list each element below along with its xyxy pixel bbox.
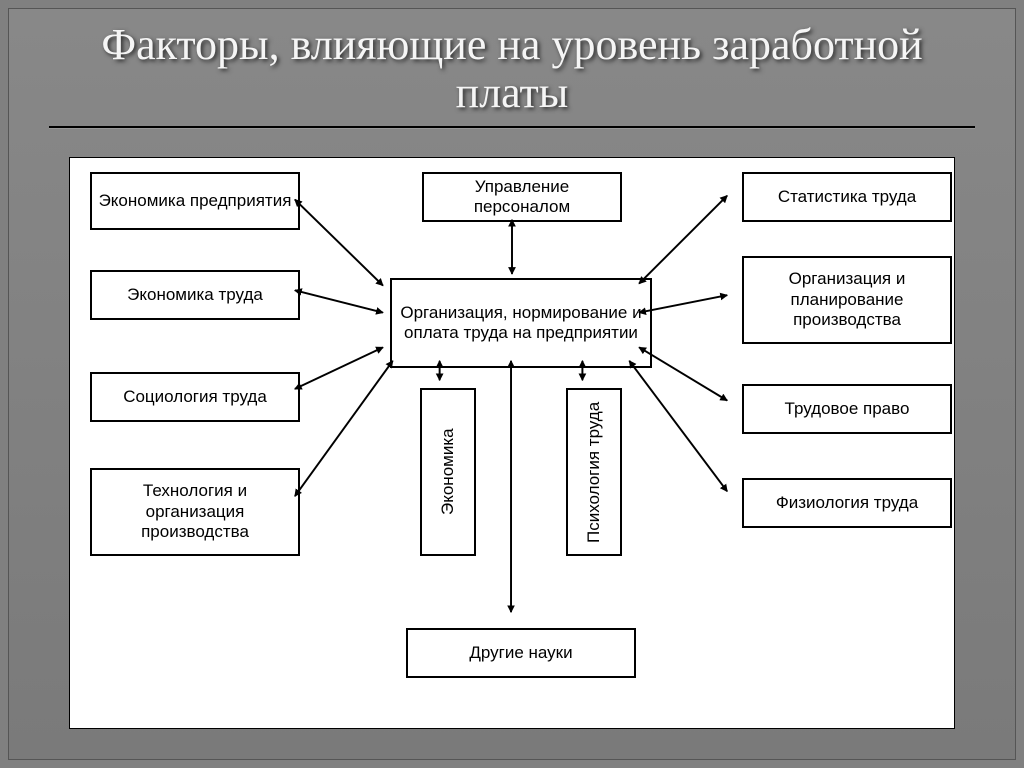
slide-title: Факторы, влияющие на уровень заработной …	[9, 9, 1015, 122]
node-vert-right: Психология труда	[566, 388, 622, 556]
node-right4: Физиология труда	[742, 478, 952, 528]
node-top: Управление персоналом	[422, 172, 622, 222]
diagram-container: Организация, нормирование и оплата труда…	[69, 157, 955, 729]
node-right3: Трудовое право	[742, 384, 952, 434]
node-left1: Экономика предприятия	[90, 172, 300, 230]
diagram: Организация, нормирование и оплата труда…	[70, 158, 954, 728]
node-left2: Экономика труда	[90, 270, 300, 320]
slide: Факторы, влияющие на уровень заработной …	[8, 8, 1016, 760]
node-vert-left: Экономика	[420, 388, 476, 556]
node-right2: Организация и планирование производства	[742, 256, 952, 344]
node-center: Организация, нормирование и оплата труда…	[390, 278, 652, 368]
node-left4: Технология и организация производства	[90, 468, 300, 556]
node-left3: Социология труда	[90, 372, 300, 422]
node-right1: Статистика труда	[742, 172, 952, 222]
title-rule	[49, 126, 975, 128]
node-bottom: Другие науки	[406, 628, 636, 678]
